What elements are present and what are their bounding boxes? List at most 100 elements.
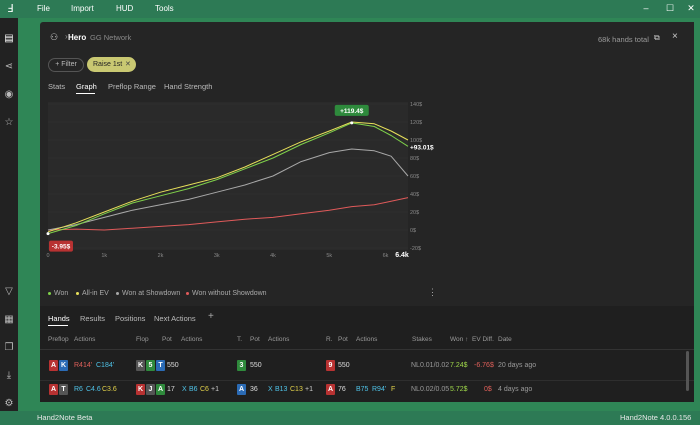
close-panel-icon[interactable]: × bbox=[672, 31, 678, 42]
status-left: Hand2Note Beta bbox=[37, 413, 93, 422]
stakes: NL0.02/0.05 bbox=[411, 386, 450, 393]
card: J bbox=[146, 384, 155, 395]
y-tick-label: 140$ bbox=[410, 102, 422, 108]
chart-menu-icon[interactable]: ⋮ bbox=[428, 287, 437, 297]
header-stakes[interactable]: Stakes bbox=[412, 336, 432, 343]
panel-header: ⚇ › Hero GG Network 68k hands total ⧉ × bbox=[40, 22, 694, 54]
legend-all-in-ev[interactable]: All-in EV bbox=[76, 290, 109, 297]
filter-button[interactable]: + Filter bbox=[48, 58, 84, 72]
header-preflop[interactable]: Preflop bbox=[48, 336, 69, 343]
card: A bbox=[237, 384, 246, 395]
favorites-icon[interactable]: ☆ bbox=[4, 117, 14, 128]
header-turn-actions[interactable]: Actions bbox=[268, 336, 290, 343]
pot: 550 bbox=[338, 362, 350, 369]
chip-close-icon[interactable]: ✕ bbox=[125, 61, 131, 68]
share-icon[interactable]: ⋖ bbox=[4, 61, 14, 72]
legend-won-without-showdown[interactable]: Won without Showdown bbox=[186, 290, 267, 297]
series-line bbox=[47, 197, 409, 231]
card: 9 bbox=[326, 360, 335, 371]
header-flop-pot[interactable]: Pot bbox=[162, 336, 172, 343]
row-divider bbox=[40, 380, 694, 381]
card: 3 bbox=[237, 360, 246, 371]
card: A bbox=[326, 384, 335, 395]
ev-diff-value: 0$ bbox=[484, 386, 492, 393]
action: R414' bbox=[74, 362, 93, 369]
minimize-icon[interactable]: – bbox=[643, 3, 649, 13]
card: K bbox=[136, 384, 145, 395]
header-date[interactable]: Date bbox=[498, 336, 512, 343]
won-value: 5.72$ bbox=[450, 386, 468, 393]
x-tick-label: 2k bbox=[158, 253, 164, 259]
settings-gear-icon[interactable]: ⚙ bbox=[4, 398, 14, 409]
y-tick-label: 100$ bbox=[410, 138, 422, 144]
header-river[interactable]: R. bbox=[326, 336, 333, 343]
y-tick-label: 20$ bbox=[410, 210, 419, 216]
action: C6 bbox=[200, 386, 209, 393]
filter-label: Filter bbox=[61, 61, 77, 68]
x-end-label: 6.4k bbox=[395, 252, 409, 259]
action: B13 bbox=[275, 386, 288, 393]
menu-import[interactable]: Import bbox=[71, 4, 94, 13]
open-external-icon[interactable]: ⧉ bbox=[654, 33, 660, 42]
tab-hands[interactable]: Hands bbox=[48, 314, 70, 323]
header-flop[interactable]: Flop bbox=[136, 336, 149, 343]
hands-tab-underline bbox=[48, 325, 68, 326]
title-bar: Ⅎ File Import HUD Tools – ☐ ✕ bbox=[0, 0, 700, 18]
action: B6 bbox=[189, 386, 198, 393]
date-value: 20 days ago bbox=[498, 362, 537, 369]
card: A bbox=[156, 384, 165, 395]
y-tick-label: -20$ bbox=[410, 246, 421, 252]
status-bar: Hand2Note Beta Hand2Note 4.0.0.156 bbox=[0, 411, 700, 425]
download-icon[interactable]: ⤓ bbox=[6, 370, 12, 381]
tab-hand-strength[interactable]: Hand Strength bbox=[164, 82, 213, 91]
tab-positions[interactable]: Positions bbox=[115, 314, 146, 323]
header-won[interactable]: Won ↑ bbox=[450, 336, 468, 343]
layout-icon[interactable]: ▦ bbox=[4, 314, 14, 325]
tab-next-actions[interactable]: Next Actions bbox=[154, 314, 196, 323]
header-turn[interactable]: T. bbox=[237, 336, 243, 343]
action: +1 bbox=[305, 386, 313, 393]
table-scrollbar[interactable] bbox=[686, 351, 689, 391]
reports-icon[interactable]: ▤ bbox=[4, 33, 14, 44]
player-name[interactable]: Hero bbox=[68, 33, 87, 42]
tab-preflop-range[interactable]: Preflop Range bbox=[108, 82, 156, 91]
windows-icon[interactable]: ❐ bbox=[4, 342, 14, 353]
action: +1 bbox=[211, 386, 219, 393]
filter-icon[interactable]: ▽ bbox=[5, 286, 13, 297]
menu-hud[interactable]: HUD bbox=[116, 4, 134, 13]
min-point bbox=[46, 232, 50, 236]
tab-results[interactable]: Results bbox=[80, 314, 106, 323]
min-label: -3.95$ bbox=[52, 244, 71, 251]
y-tick-label: 80$ bbox=[410, 156, 419, 162]
menu-file[interactable]: File bbox=[37, 4, 50, 13]
pot: 36 bbox=[250, 386, 258, 393]
x-tick-label: 0 bbox=[46, 253, 49, 259]
close-window-icon[interactable]: ✕ bbox=[687, 3, 695, 13]
y-tick-label: 0$ bbox=[410, 228, 416, 234]
header-river-actions[interactable]: Actions bbox=[356, 336, 378, 343]
card: T bbox=[59, 384, 68, 395]
menu-tools[interactable]: Tools bbox=[155, 4, 174, 13]
y-tick-label: 60$ bbox=[410, 174, 419, 180]
header-divider bbox=[40, 349, 694, 350]
legend-won[interactable]: Won bbox=[48, 290, 68, 297]
header-preflop-actions[interactable]: Actions bbox=[74, 336, 96, 343]
maximize-icon[interactable]: ☐ bbox=[665, 3, 675, 13]
tab-graph[interactable]: Graph bbox=[76, 82, 97, 91]
active-tab-underline bbox=[76, 93, 95, 94]
live-icon[interactable]: ◉ bbox=[4, 89, 14, 100]
header-flop-actions[interactable]: Actions bbox=[181, 336, 203, 343]
ev-diff-value: -6.76$ bbox=[474, 362, 494, 369]
header-river-pot[interactable]: Pot bbox=[338, 336, 348, 343]
y-tick-label: 40$ bbox=[410, 192, 419, 198]
tab-stats[interactable]: Stats bbox=[48, 82, 66, 91]
action: C4.6 bbox=[86, 386, 101, 393]
add-tab-icon[interactable]: + bbox=[208, 311, 214, 322]
action: C13 bbox=[290, 386, 303, 393]
filter-chip[interactable]: Raise 1st ✕ bbox=[87, 57, 136, 72]
legend-won-at-showdown[interactable]: Won at Showdown bbox=[116, 290, 180, 297]
card: 5 bbox=[146, 360, 155, 371]
x-tick-label: 5k bbox=[326, 253, 332, 259]
header-turn-pot[interactable]: Pot bbox=[250, 336, 260, 343]
header-ev-diff[interactable]: EV Diff. bbox=[472, 336, 494, 343]
